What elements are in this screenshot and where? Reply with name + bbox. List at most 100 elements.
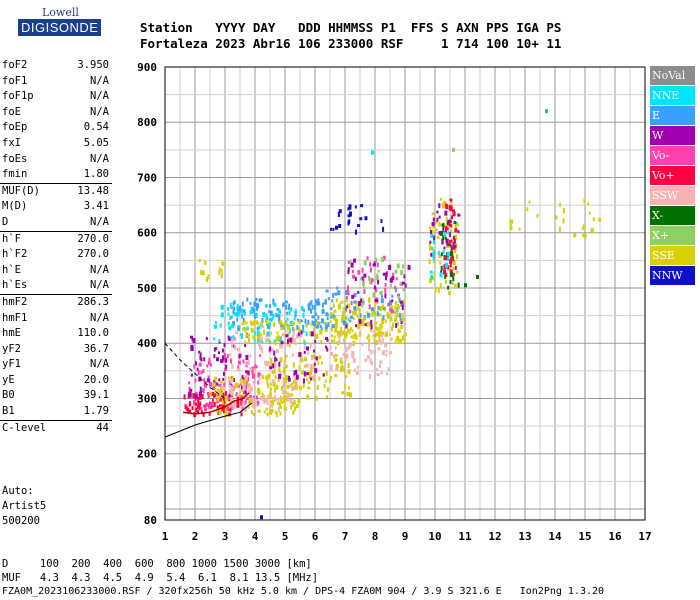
- echo-point: [258, 372, 261, 377]
- echo-point: [217, 388, 220, 393]
- echo-point: [244, 407, 248, 412]
- echo-point: [326, 338, 329, 342]
- echo-point: [396, 263, 400, 269]
- echo-point: [453, 211, 456, 217]
- echo-point: [231, 406, 234, 411]
- echo-point: [399, 312, 402, 318]
- echo-point: [287, 332, 290, 337]
- echo-point: [271, 400, 274, 405]
- echo-point: [198, 376, 202, 382]
- echo-point: [384, 276, 387, 281]
- echo-point: [330, 339, 333, 343]
- echo-point: [194, 394, 198, 400]
- echo-point: [394, 311, 397, 315]
- echo-point: [283, 396, 287, 400]
- echo-point: [351, 350, 355, 356]
- x-tick-label: 13: [518, 530, 531, 543]
- echo-point: [216, 408, 219, 414]
- echo-point: [244, 400, 247, 405]
- echo-point: [259, 337, 263, 342]
- echo-point: [450, 215, 453, 220]
- echo-point: [263, 410, 266, 414]
- echo-point: [219, 323, 222, 328]
- echo-point: [444, 236, 447, 240]
- echo-point: [395, 338, 398, 344]
- echo-point: [338, 209, 342, 214]
- echo-point: [396, 335, 400, 341]
- echo-point: [381, 304, 384, 308]
- echo-point: [282, 302, 285, 307]
- echo-point: [302, 383, 305, 389]
- echo-point: [241, 375, 244, 380]
- echo-point: [447, 291, 451, 296]
- auto-label: Auto:: [2, 485, 34, 497]
- echo-point: [396, 321, 399, 326]
- echo-point: [324, 325, 328, 331]
- echo-point: [364, 216, 368, 221]
- echo-point: [369, 358, 372, 364]
- echo-point: [368, 278, 371, 284]
- echo-point: [454, 224, 457, 230]
- echo-point: [447, 257, 450, 262]
- echo-point: [303, 350, 306, 354]
- echo-point: [353, 258, 357, 263]
- echo-point: [239, 390, 242, 394]
- echo-point: [265, 313, 268, 318]
- echo-point: [218, 393, 221, 397]
- echo-point: [334, 309, 337, 313]
- echo-point: [192, 393, 196, 399]
- echo-point: [234, 312, 237, 317]
- y-tick-label: 80: [144, 514, 157, 527]
- echo-point: [389, 300, 393, 306]
- echo-point: [349, 392, 353, 398]
- echo-point: [226, 407, 229, 411]
- echo-point: [247, 360, 250, 366]
- echo-point: [318, 376, 321, 381]
- echo-point: [457, 282, 460, 288]
- echo-point: [400, 301, 403, 307]
- echo-point: [310, 357, 313, 361]
- echo-point: [331, 299, 334, 303]
- echo-point: [187, 393, 190, 399]
- echo-point: [394, 288, 397, 293]
- echo-point: [273, 322, 276, 328]
- echo-point: [384, 331, 388, 337]
- echo-point: [390, 326, 393, 332]
- echo-point: [369, 267, 372, 273]
- echo-point: [270, 382, 273, 386]
- echo-point: [265, 321, 269, 325]
- echo-point: [292, 327, 295, 332]
- echo-point: [399, 317, 402, 321]
- echo-point: [433, 271, 436, 275]
- echo-point: [208, 411, 211, 416]
- param-row: h`F 270.0: [0, 230, 112, 248]
- echo-point: [267, 323, 271, 329]
- echo-point: [225, 396, 228, 402]
- y-tick-label: 500: [137, 282, 157, 295]
- echo-point: [400, 324, 404, 329]
- echo-point: [269, 346, 272, 352]
- param-value: N/A: [90, 215, 109, 228]
- echo-point: [241, 389, 244, 393]
- echo-point: [242, 379, 246, 383]
- echo-point: [270, 331, 273, 336]
- echo-point: [335, 364, 339, 369]
- echo-point: [330, 351, 334, 356]
- header-line-2: Fortaleza 2023 Abr16 106 233000 RSF 1 71…: [140, 36, 562, 51]
- echo-point: [273, 350, 276, 356]
- echo-point: [274, 358, 278, 362]
- echo-point: [464, 283, 467, 288]
- echo-point: [583, 198, 586, 204]
- echo-point: [263, 329, 266, 335]
- echo-point: [526, 207, 529, 212]
- echo-point: [252, 308, 255, 314]
- echo-point: [562, 208, 565, 214]
- echo-point: [293, 380, 296, 384]
- echo-point: [305, 331, 308, 337]
- param-row: hmE 110.0: [0, 326, 112, 342]
- echo-point: [269, 304, 272, 309]
- echo-point: [279, 343, 282, 349]
- echo-point: [598, 217, 602, 222]
- echo-point: [398, 305, 401, 309]
- echo-point: [385, 353, 388, 357]
